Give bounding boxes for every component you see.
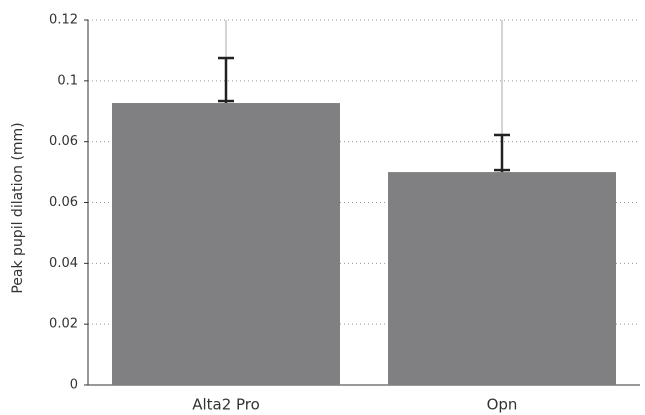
bar	[112, 103, 340, 385]
y-axis-label: Peak pupil dilation (mm)	[10, 122, 26, 293]
y-tick-label: 0	[70, 378, 78, 393]
y-tick-label: 0.02	[49, 317, 78, 332]
error-bar	[218, 56, 234, 104]
error-bar	[494, 133, 510, 173]
x-tick-label: Opn	[487, 396, 518, 414]
y-tick-label: 0.1	[57, 73, 78, 88]
y-tick-label: 0.06	[49, 195, 78, 210]
y-tick-label: 0.12	[49, 13, 78, 28]
y-tick-label: 0.04	[49, 256, 78, 271]
bar	[388, 172, 616, 385]
x-tick-label: Alta2 Pro	[192, 396, 260, 414]
y-tick-label: 0.06	[49, 134, 78, 149]
